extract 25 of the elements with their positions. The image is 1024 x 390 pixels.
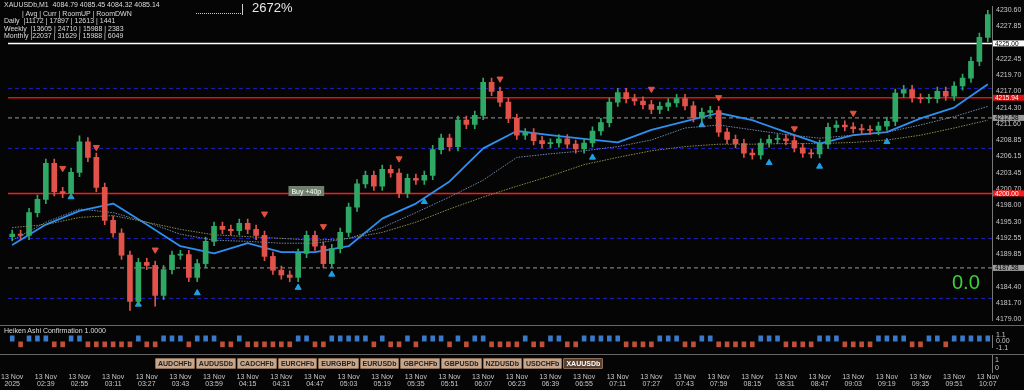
point — [193, 289, 201, 296]
candlestick — [926, 94, 932, 104]
point — [496, 76, 504, 83]
point — [765, 158, 773, 166]
point — [790, 126, 798, 133]
point — [260, 211, 269, 218]
candlestick — [228, 224, 234, 236]
point — [395, 156, 403, 163]
point — [849, 110, 857, 117]
point — [715, 95, 723, 102]
point — [883, 137, 891, 145]
candlestick — [867, 125, 873, 135]
annotation: 2672% — [252, 0, 293, 15]
point — [92, 144, 100, 152]
point — [294, 283, 302, 290]
candlestick — [286, 270, 293, 282]
point — [420, 197, 428, 205]
point — [588, 153, 597, 160]
point — [647, 86, 655, 93]
point — [151, 247, 159, 254]
point — [59, 165, 67, 173]
point — [816, 162, 824, 169]
point — [319, 224, 327, 231]
point — [328, 270, 336, 277]
annotation: 0.0 — [952, 271, 980, 293]
